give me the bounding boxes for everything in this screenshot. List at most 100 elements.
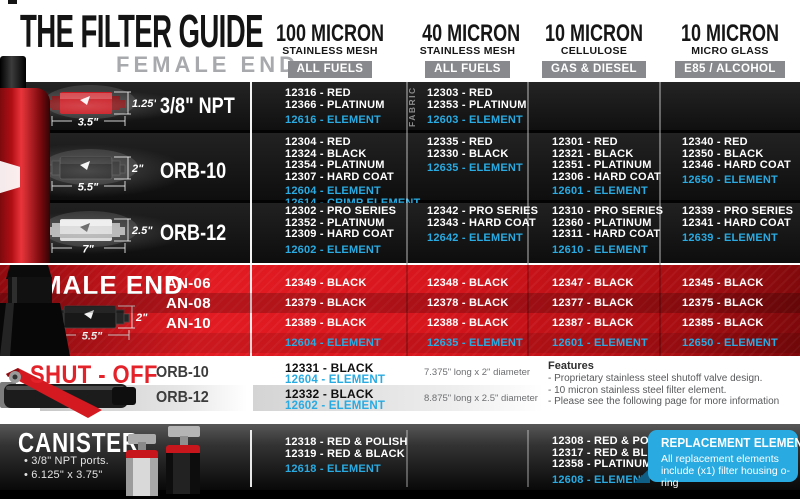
- part-list: 12304 - RED 12324 - BLACK 12354 - PLATINUM…: [285, 136, 407, 183]
- part-number: 12321 - BLACK: [552, 147, 634, 160]
- column-divider: [250, 430, 252, 487]
- filter-photo-black: 2" 5.5": [44, 149, 144, 194]
- element-number: 12642 - ELEMENT: [427, 232, 523, 244]
- row-label: AN-08: [166, 294, 211, 312]
- male-rows: AN-06 12349 - BLACK 12348 - BLACK 12347 …: [0, 273, 800, 353]
- dim-diameter-label: 2": [131, 163, 144, 175]
- part-number: 12366 - PLATINUM: [285, 98, 385, 111]
- column-micron: 40 MICRON: [422, 20, 521, 47]
- part-number: 12316 - RED: [285, 87, 351, 99]
- part-cell: 12342 - PRO SERIES 12343 - HARD COAT 1264…: [407, 203, 539, 263]
- part-number: 12353 - PLATINUM: [427, 98, 527, 111]
- dim-length-label: 5.5": [78, 182, 99, 194]
- red-filter-bottle-photo: [0, 56, 50, 263]
- callout-body: All replacement elements include (x1) fi…: [661, 453, 790, 489]
- spec-item: • 6.125" x 3.75": [24, 468, 103, 481]
- column-media: CELLULOSE: [560, 45, 628, 57]
- part-cell: 12301 - RED 12321 - BLACK 12351 - PLATINUM…: [528, 133, 661, 209]
- features-block: Features - Proprietary stainless steel s…: [548, 360, 779, 408]
- part-number: 12389 - BLACK: [285, 317, 367, 329]
- column-media: MICRO GLASS: [691, 45, 769, 57]
- column-divider: [250, 263, 252, 356]
- row-label-area: [0, 424, 253, 486]
- column-media: STAINLESS MESH: [419, 45, 516, 57]
- part-number: 12385 - BLACK: [682, 317, 764, 329]
- part-cell: 12302 - PRO SERIES 12352 - PLATINUM 12309 …: [253, 203, 407, 263]
- part-number: 12342 - PRO SERIES: [427, 205, 539, 217]
- part-number: 12304 - RED: [285, 136, 351, 148]
- dim-diameter-label: 2.5": [131, 225, 153, 237]
- part-list: 12339 - PRO SERIES 12341 - HARD COAT: [682, 205, 800, 229]
- table-row-an08: AN-08 12379 - BLACK 12378 - BLACK 12377 …: [0, 293, 800, 313]
- column-media: STAINLESS MESH: [282, 45, 378, 57]
- part-number: 12379 - BLACK: [285, 297, 367, 309]
- dim-length-label: 7": [82, 244, 94, 256]
- part-list: 12340 - RED 12350 - BLACK 12346 - HARD COA…: [682, 136, 800, 172]
- row-label: ORB-12: [156, 389, 209, 406]
- dim-diameter-label: 1.25": [132, 98, 156, 110]
- female-end-section: 1.25" 3.5" 3/8" NPT 12316 - RED 12366 - P…: [0, 82, 800, 263]
- shutoff-valve-photo: [0, 368, 136, 418]
- size-note: 8.875" long x 2.5" diameter: [424, 393, 538, 404]
- part-list: 12318 - RED & POLISH 12319 - RED & BLACK: [285, 436, 408, 460]
- part-cell: 12340 - RED 12350 - BLACK 12346 - HARD COA…: [660, 133, 800, 209]
- element-number: 12604 - ELEMENT: [285, 374, 386, 386]
- element-number: 12614 - CRIMP ELEMENT: [285, 197, 420, 210]
- element-number: 12610 - ELEMENT: [552, 243, 648, 256]
- features-title: Features: [548, 360, 594, 372]
- element-list: 12642 - ELEMENT: [427, 232, 528, 245]
- male-end-heading: MALE END: [40, 270, 184, 300]
- part-cell: [660, 82, 800, 130]
- element-number: 12608 - ELEMENT: [552, 473, 648, 486]
- an-fitting-photo: [0, 265, 70, 356]
- element-number: 12635 - ELEMENT: [427, 162, 523, 174]
- table-row-npt: 1.25" 3.5" 3/8" NPT 12316 - RED 12366 - P…: [0, 82, 800, 133]
- part-number: 12331 - BLACK: [285, 361, 374, 375]
- part-number: 12303 - RED: [427, 87, 493, 99]
- dim-length-label: 3.5": [78, 117, 99, 129]
- part-number: 12350 - BLACK: [682, 147, 764, 160]
- part-number: 12348 - BLACK: [427, 277, 509, 289]
- column-divider: [406, 430, 408, 487]
- row-label-area: 2.5" 7" ORB-12: [0, 203, 253, 263]
- part-cell: 12335 - RED 12330 - BLACK 12635 - ELEMENT: [407, 133, 528, 209]
- part-number: 12349 - BLACK: [285, 277, 367, 289]
- element-number: 12601 - ELEMENT: [552, 185, 648, 197]
- part-number: 12311 - HARD COAT: [552, 228, 661, 240]
- feature-item: - 10 micron stainless steel filter eleme…: [548, 384, 727, 396]
- row-label: ORB-12: [160, 220, 227, 245]
- column-divider: [659, 263, 661, 356]
- male-end-section: MALE END 2" 5.5" AN-06 12349 - BLACK 123…: [0, 263, 800, 356]
- table-row-orb10: 2" 5.5" ORB-10 12304 - RED 12324 - BLACK 1…: [0, 133, 800, 208]
- part-number: 12310 - PRO SERIES: [552, 205, 664, 217]
- part-number: 12378 - BLACK: [427, 297, 509, 309]
- fuel-badge: E85 / ALCOHOL: [675, 61, 785, 78]
- part-number: 12318 - RED & POLISH: [285, 436, 408, 448]
- part-number: 12387 - BLACK: [552, 317, 634, 329]
- page-title: THE FILTER GUIDE: [20, 5, 263, 57]
- features-list: - Proprietary stainless steel shutoff va…: [548, 373, 779, 408]
- shut-off-section: SHUT - OFF ORB-10 ORB-12 12331 - BLACK 1…: [0, 356, 800, 424]
- part-number: 12332 - BLACK: [285, 387, 374, 401]
- part-number: 12352 - PLATINUM: [285, 216, 385, 229]
- part-cell: 12304 - RED 12324 - BLACK 12354 - PLATINUM…: [253, 133, 420, 210]
- part-cell: 12310 - PRO SERIES 12360 - PLATINUM 12311 …: [528, 203, 664, 263]
- part-list: 12302 - PRO SERIES 12352 - PLATINUM 12309 …: [285, 205, 407, 241]
- element-number: 12616 - ELEMENT: [285, 114, 381, 126]
- element-list: 12604 - ELEMENT12614 - CRIMP ELEMENT: [285, 185, 420, 210]
- part-number: 12317 - RED & BLACK: [552, 446, 672, 459]
- part-number: 12319 - RED & BLACK: [285, 447, 405, 460]
- row-label: ORB-10: [160, 158, 227, 183]
- row-label-area: 2" 5.5" ORB-10: [0, 133, 253, 209]
- part-number: 12360 - PLATINUM: [552, 216, 652, 229]
- column-divider: [527, 430, 529, 487]
- row-label: AN-06: [166, 274, 211, 292]
- element-number: 12602 - ELEMENT: [285, 243, 381, 256]
- dim-length-label: 5.5": [82, 331, 103, 343]
- row-label: ORB-10: [156, 364, 209, 381]
- column-divider: [527, 82, 529, 263]
- part-number: 12388 - BLACK: [427, 317, 509, 329]
